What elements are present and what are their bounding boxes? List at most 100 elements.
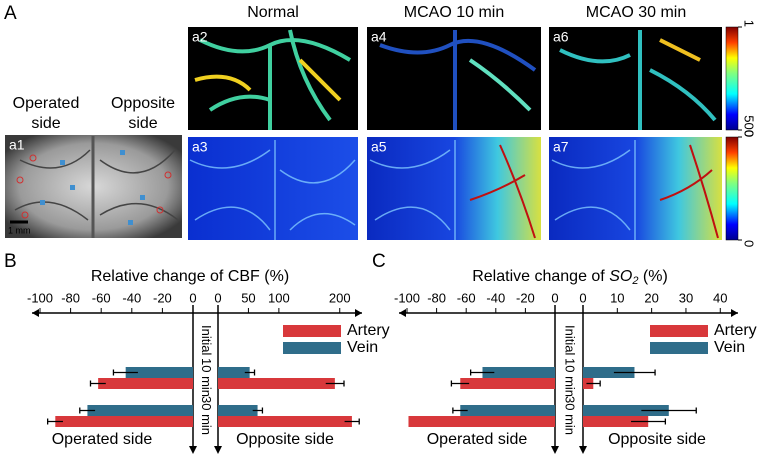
side-label: side xyxy=(128,115,157,132)
title-symbol: SO xyxy=(609,268,632,285)
bar xyxy=(583,416,649,427)
bar xyxy=(583,405,669,416)
panel-label: B xyxy=(4,251,17,272)
legend-swatch xyxy=(283,325,341,337)
side-label: Opposite side xyxy=(236,431,334,448)
colorbar-tick-label: 1 xyxy=(742,20,757,27)
image-label: a4 xyxy=(371,29,387,45)
error-bar xyxy=(452,407,468,414)
image-label: a2 xyxy=(192,29,208,45)
bar xyxy=(218,367,250,378)
category-label: 10 min xyxy=(563,358,578,397)
bar xyxy=(408,416,555,427)
error-bar xyxy=(252,407,264,414)
error-bar xyxy=(89,380,106,387)
image-label: a6 xyxy=(553,29,569,45)
axis-arrow xyxy=(579,446,587,454)
x-tick-label: -20 xyxy=(516,290,535,305)
title-subscript: 2 xyxy=(631,275,638,287)
bar xyxy=(482,367,555,378)
x-tick-label: -60 xyxy=(457,290,476,305)
x-tick-label: 20 xyxy=(644,290,658,305)
category-label: 30 min xyxy=(563,396,578,435)
image-a1 xyxy=(5,135,182,238)
legend-swatch xyxy=(650,325,708,337)
side-label: Operated xyxy=(13,95,80,112)
colorbar-tick-label: 500 xyxy=(742,115,757,137)
category-label: 30 min xyxy=(199,396,214,435)
x-tick-label: 0 xyxy=(214,290,221,305)
x-tick-label: 100 xyxy=(268,290,290,305)
x-tick-label: 0 xyxy=(551,290,558,305)
vessel-maps xyxy=(188,27,722,240)
category-label: Initial xyxy=(199,325,214,355)
title-text: Relative change of xyxy=(472,268,609,285)
error-bar xyxy=(344,418,360,425)
bar xyxy=(218,378,335,389)
side-label: Operated side xyxy=(427,431,528,448)
bar xyxy=(218,416,352,427)
title-text: (%) xyxy=(638,268,667,285)
legend-label: Vein xyxy=(714,339,745,356)
bar xyxy=(55,416,193,427)
error-bar xyxy=(469,369,495,376)
error-bar xyxy=(613,369,656,376)
error-bar xyxy=(112,369,138,376)
x-tick-label: 200 xyxy=(329,290,351,305)
x-tick-label: -100 xyxy=(27,290,53,305)
axis-arrow xyxy=(551,446,559,454)
legend-label: Vein xyxy=(347,339,378,356)
side-label: Opposite xyxy=(111,95,175,112)
side-label: Operated side xyxy=(52,431,153,448)
bar xyxy=(218,405,258,416)
x-tick-label: 50 xyxy=(241,290,255,305)
error-bar xyxy=(244,369,256,376)
x-tick-label: -60 xyxy=(92,290,111,305)
legend-label: Artery xyxy=(714,322,757,339)
panel-label: C xyxy=(372,251,386,272)
bar xyxy=(98,378,193,389)
error-bar xyxy=(450,380,470,387)
bar xyxy=(460,378,555,389)
chart-title: Relative change of CBF (%) xyxy=(91,268,289,285)
chart-title: Relative change of SO2 (%) xyxy=(472,268,668,287)
image-label: a1 xyxy=(9,137,25,153)
column-title: MCAO 10 min xyxy=(404,4,504,21)
colorbar-tick-label: 0 xyxy=(742,130,757,137)
x-tick-label: 0 xyxy=(189,290,196,305)
column-title: Normal xyxy=(247,4,299,21)
colorbar-tick-label: 0 xyxy=(742,240,757,247)
axis-arrow xyxy=(189,446,197,454)
x-tick-label: -40 xyxy=(122,290,141,305)
column-title: MCAO 30 min xyxy=(586,4,686,21)
x-tick-label: -20 xyxy=(153,290,172,305)
legend-label: Artery xyxy=(347,322,390,339)
x-tick-label: 0 xyxy=(579,290,586,305)
error-bar xyxy=(79,407,96,414)
axis-arrow xyxy=(214,446,222,454)
side-label: side xyxy=(31,115,60,132)
scale-bar-label: 1 mm xyxy=(8,225,31,235)
x-tick-label: -100 xyxy=(394,290,420,305)
colorbars xyxy=(725,26,739,241)
error-bar xyxy=(631,418,667,425)
error-bar xyxy=(586,380,601,387)
x-tick-label: -80 xyxy=(427,290,446,305)
bar xyxy=(583,367,635,378)
side-label: Opposite side xyxy=(608,431,706,448)
image-label: a5 xyxy=(371,139,387,155)
panel-label: A xyxy=(4,3,17,24)
category-label: 10 min xyxy=(199,358,214,397)
category-label: Initial xyxy=(563,325,578,355)
image-label: a7 xyxy=(553,139,569,155)
bar xyxy=(125,367,193,378)
x-tick-label: 40 xyxy=(713,290,727,305)
bar xyxy=(460,405,555,416)
bar xyxy=(87,405,193,416)
x-tick-label: 10 xyxy=(610,290,624,305)
legend-swatch xyxy=(283,342,341,354)
error-bar xyxy=(325,380,345,387)
x-tick-label: 30 xyxy=(679,290,693,305)
x-tick-label: -40 xyxy=(486,290,505,305)
